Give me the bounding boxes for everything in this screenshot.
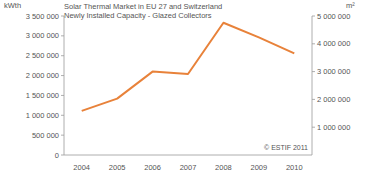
y-tick xyxy=(61,115,64,116)
y2-tick xyxy=(312,71,315,72)
y-tick xyxy=(61,135,64,136)
y-tick-label: 0 xyxy=(55,151,59,160)
y-tick xyxy=(61,75,64,76)
x-tick-label: 2007 xyxy=(180,163,197,172)
y-tick-label: 500 000 xyxy=(32,131,59,140)
x-tick-label: 2005 xyxy=(109,163,126,172)
y-axis-label: kWth xyxy=(4,1,21,10)
y2-axis-line xyxy=(312,16,313,155)
x-tick-label: 2010 xyxy=(286,163,303,172)
y-tick-label: 2 500 000 xyxy=(26,51,59,60)
annotation: © ESTIF 2011 xyxy=(264,144,308,151)
x-tick-label: 2009 xyxy=(251,163,268,172)
y2-tick-label: 1 000 000 xyxy=(317,123,350,132)
y2-tick-label: 3 000 000 xyxy=(317,67,350,76)
y-tick xyxy=(61,155,64,156)
x-axis-line xyxy=(64,155,312,156)
y-tick-label: 1 500 000 xyxy=(26,91,59,100)
data-line xyxy=(82,23,295,111)
x-tick-label: 2008 xyxy=(215,163,232,172)
y-tick xyxy=(61,95,64,96)
series-group xyxy=(82,23,295,111)
y2-tick xyxy=(312,43,315,44)
y-tick xyxy=(61,16,64,17)
y2-tick xyxy=(312,127,315,128)
y-tick-label: 2 000 000 xyxy=(26,71,59,80)
y-tick xyxy=(61,35,64,36)
x-tick-label: 2006 xyxy=(144,163,161,172)
y2-axis-label: m² xyxy=(346,1,355,10)
chart: Solar Thermal Market in EU 27 and Switze… xyxy=(0,0,380,181)
chart-container: Solar Thermal Market in EU 27 and Switze… xyxy=(0,0,380,181)
x-tick-label: 2004 xyxy=(73,163,90,172)
y2-tick-label: 5 000 000 xyxy=(317,12,350,21)
y-tick xyxy=(61,55,64,56)
y-tick-label: 1 000 000 xyxy=(26,111,59,120)
y-tick-label: 3 500 000 xyxy=(26,12,59,21)
subtitle: Newly Installed Capacity - Glazed Collec… xyxy=(64,11,212,20)
y2-tick xyxy=(312,99,315,100)
y2-tick-label: 2 000 000 xyxy=(317,95,350,104)
y2-tick xyxy=(312,16,315,17)
y-tick-label: 3 000 000 xyxy=(26,31,59,40)
y-axis-line xyxy=(64,16,65,155)
y2-tick-label: 4 000 000 xyxy=(317,39,350,48)
title: Solar Thermal Market in EU 27 and Switze… xyxy=(64,2,222,11)
